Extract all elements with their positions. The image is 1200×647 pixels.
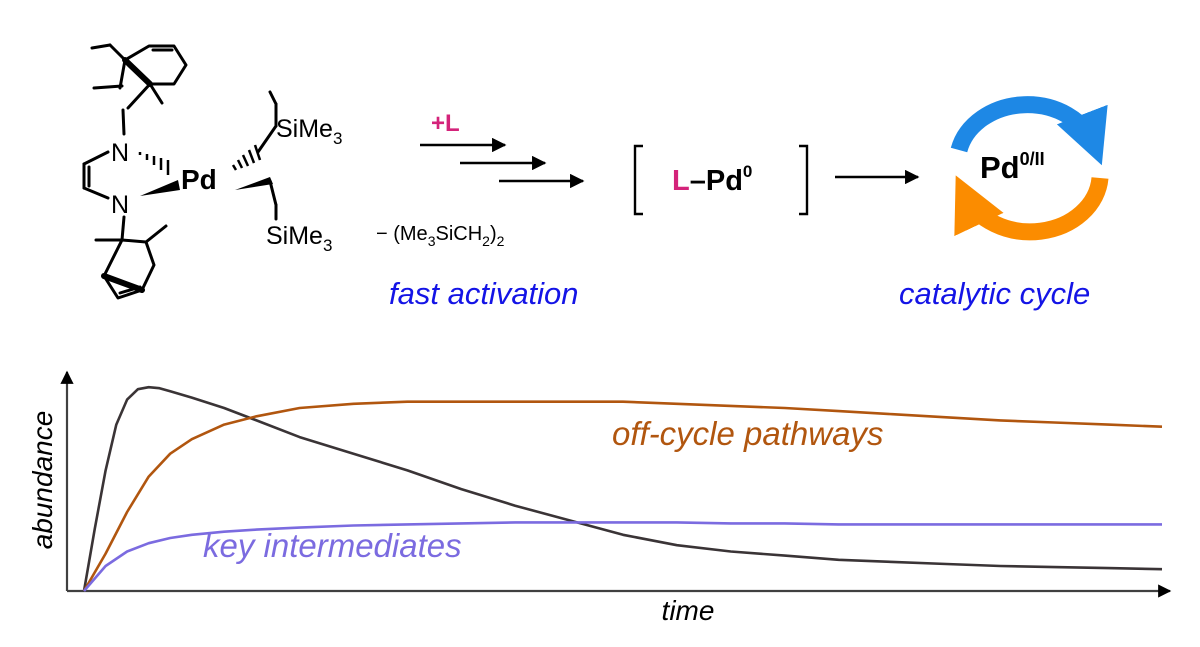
hashed-bond [138,152,170,175]
cycle-arrow-blue [950,96,1108,166]
silyl-group-lower: SiMe3 [266,222,332,255]
x-axis-label: time [662,595,715,626]
series-line-1 [82,385,1163,592]
added-ligand-label: +L [431,110,460,137]
series-line-3 [83,521,1162,592]
cycle-metal-label: Pd0/II [980,149,1045,185]
catalytic-cycle: Pd0/II catalytic cycle [899,96,1109,311]
right-bracket [799,144,809,216]
active-species-formula: L–Pd0 [672,162,752,197]
catalytic-cycle-label: catalytic cycle [899,276,1090,311]
precatalyst-structure: N N Pd [82,43,342,300]
series-layer [82,385,1163,592]
silyl-group-upper: SiMe3 [276,115,342,148]
precatalyst-metal: Pd [181,164,217,195]
off-cycle-pathways-label: off-cycle pathways [612,415,883,452]
abundance-plot: abundance time off-cycle pathways key in… [27,370,1172,626]
y-axis-label: abundance [27,411,58,550]
active-species: L–Pd0 [633,144,809,216]
byproduct-label: − (Me3SiCH2)2 [376,223,505,249]
left-bracket [633,144,643,216]
wedge-bond [140,180,180,196]
n-atom-upper: N [111,139,129,167]
key-intermediates-label: key intermediates [203,527,462,564]
series-line-2 [82,400,1163,592]
fast-activation-label: fast activation [389,276,579,311]
activation-step: +L − (Me3SiCH2)2 fast activation [376,110,585,311]
cycle-arrow-orange [954,175,1109,241]
n-atom-lower: N [111,191,129,219]
